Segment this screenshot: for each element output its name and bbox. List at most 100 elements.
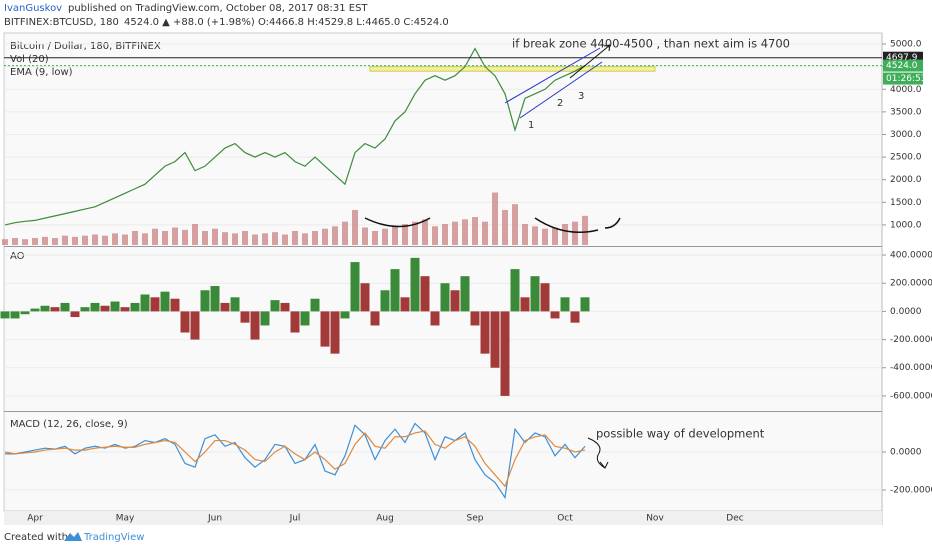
bar: [160, 291, 170, 312]
bar: [240, 311, 250, 323]
bar: [130, 302, 140, 312]
volume-bar: [512, 204, 518, 245]
y-tick-label: 2000.0: [890, 175, 922, 185]
arc: [604, 217, 621, 229]
zone: [369, 66, 656, 72]
bar: [500, 311, 510, 396]
bar: [10, 311, 20, 319]
annotation: 1: [528, 120, 534, 131]
bar: [340, 311, 350, 319]
series-line: [4, 430, 586, 488]
bar: [230, 297, 240, 312]
y-tick-label: 1000.0: [890, 220, 922, 230]
pane-title: AO: [10, 251, 25, 262]
x-tick-label: Sep: [467, 514, 484, 524]
logo: [64, 532, 82, 541]
bar: [460, 276, 470, 312]
volume-bar: [32, 238, 38, 245]
arc: [534, 217, 599, 233]
bar: [520, 297, 530, 312]
indicator: EMA (9, low): [10, 67, 73, 78]
bar: [120, 307, 130, 312]
volume-bar: [192, 224, 198, 245]
volume-bar: [202, 231, 208, 245]
volume-bar: [2, 239, 8, 245]
bar: [210, 286, 220, 312]
countdown-box: [883, 72, 923, 85]
bar: [190, 311, 200, 340]
bar: [580, 297, 590, 312]
plot-area: [3, 32, 883, 512]
y-tick-label: 4000.0: [890, 85, 922, 95]
bar: [100, 305, 110, 312]
y-tick-label: -600.0000: [890, 391, 932, 401]
bar: [90, 302, 100, 312]
x-tick-label: Aug: [376, 514, 394, 524]
bar: [200, 290, 210, 312]
volume-bar: [542, 228, 548, 245]
volume-bar: [472, 217, 478, 245]
author[interactable]: IvanGuskov: [4, 3, 62, 14]
volume-bar: [482, 221, 488, 245]
bar: [170, 298, 180, 312]
bar: [80, 307, 90, 312]
price-label: 4524.0: [886, 61, 918, 71]
volume-bar: [552, 227, 558, 245]
volume-bar: [12, 238, 18, 245]
bar: [280, 302, 290, 312]
volume-bar: [122, 234, 128, 245]
volume-bar: [272, 232, 278, 245]
bar: [400, 297, 410, 312]
volume-bar: [182, 229, 188, 245]
volume-bar: [492, 192, 498, 245]
bar: [470, 311, 480, 326]
volume-bar: [212, 228, 218, 245]
volume-bar: [302, 233, 308, 245]
volume-bar: [112, 233, 118, 245]
volume-bar: [132, 231, 138, 245]
brand[interactable]: TradingView: [83, 532, 144, 543]
y-tick-label: 200.0000: [890, 279, 932, 289]
countdown: 01:26:53: [886, 74, 926, 84]
annotation: if break zone 4400-4500 , than next aim …: [512, 37, 790, 51]
volume-bar: [92, 234, 98, 245]
bar: [70, 311, 80, 318]
bar: [330, 311, 340, 354]
bar: [510, 269, 520, 312]
bar: [490, 311, 500, 368]
volume-bar: [362, 227, 368, 245]
y-tick-label: 5000.0: [890, 40, 922, 50]
bar: [260, 311, 270, 326]
bar: [430, 311, 440, 326]
bar: [560, 297, 570, 312]
y-tick-label: -400.0000: [890, 363, 932, 373]
y-tick-label: 3500.0: [890, 107, 922, 117]
volume-bar: [232, 233, 238, 245]
bar: [390, 269, 400, 312]
x-tick-label: Dec: [726, 514, 743, 524]
y-tick-label: 2500.0: [890, 153, 922, 163]
bar: [530, 276, 540, 312]
x-tick-label: Oct: [557, 514, 573, 524]
bar: [540, 283, 550, 312]
series-line: [4, 47, 586, 226]
volume-bar: [382, 228, 388, 245]
bar: [270, 300, 280, 312]
x-tick-label: Jun: [207, 514, 222, 524]
volume-bar: [582, 215, 588, 245]
bar: [40, 305, 50, 312]
y-tick-label: -200.0000: [890, 335, 932, 345]
bar: [140, 294, 150, 312]
volume-bar: [322, 228, 328, 245]
volume-bar: [332, 226, 338, 245]
volume-bar: [462, 219, 468, 245]
volume-bar: [442, 224, 448, 245]
bar: [180, 311, 190, 333]
volume-bar: [242, 231, 248, 245]
y-tick-label: 400.0000: [890, 251, 932, 261]
bar: [0, 311, 10, 319]
volume-bar: [52, 238, 58, 245]
bar: [450, 290, 460, 312]
volume-bar: [452, 221, 458, 245]
volume-bar: [352, 210, 358, 245]
